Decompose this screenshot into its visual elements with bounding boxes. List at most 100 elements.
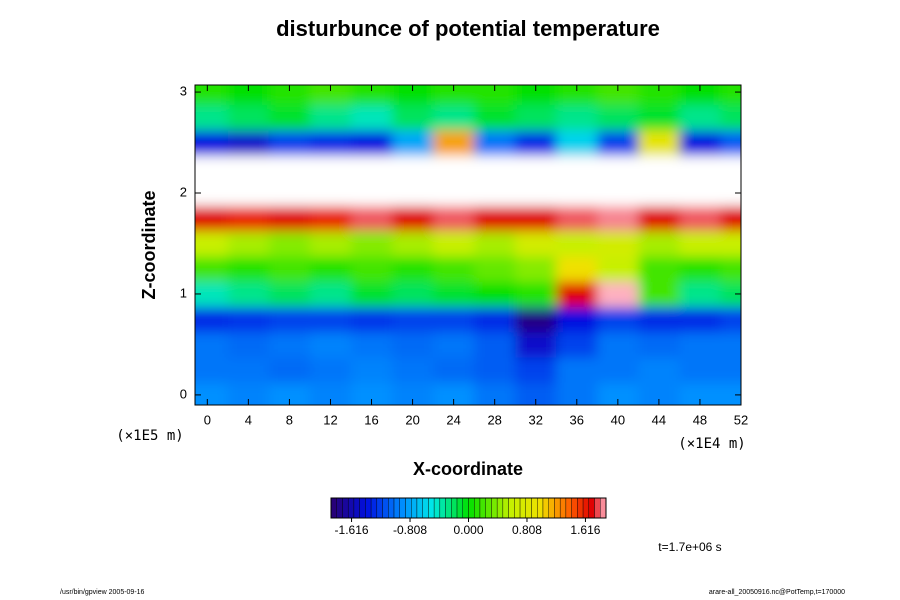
heatmap-cell	[309, 205, 352, 232]
heatmap-cell	[227, 331, 270, 358]
heatmap-cell	[474, 104, 516, 131]
heatmap-cell	[392, 331, 434, 358]
heatmap-cell	[597, 85, 639, 106]
colorbar-segment	[370, 497, 378, 519]
heatmap-cell	[309, 85, 352, 106]
heatmap-cell	[474, 306, 516, 333]
colorbar-segment	[365, 497, 372, 519]
colorbar-segment	[336, 497, 343, 519]
heatmap-cell	[638, 256, 680, 282]
colorbar-segment	[451, 497, 458, 519]
heatmap-cell	[474, 129, 516, 156]
heatmap-cell	[556, 256, 598, 282]
colorbar-segment	[531, 497, 538, 519]
colorbar-segment	[514, 497, 521, 519]
heatmap-cell	[392, 205, 434, 232]
heatmap-cell	[638, 331, 680, 358]
heatmap-cell	[679, 180, 721, 207]
heatmap-cell	[556, 281, 598, 308]
colorbar-segment	[382, 497, 389, 519]
colorbar-segment	[330, 497, 337, 519]
colorbar-segment	[359, 497, 366, 519]
colorbar-segment	[462, 497, 469, 519]
heatmap-cell	[515, 281, 557, 308]
colorbar-segment	[474, 497, 481, 519]
heatmap-cell	[268, 256, 311, 282]
heatmap-cell	[195, 155, 229, 181]
heatmap-cell	[597, 281, 639, 308]
heatmap-cell	[556, 331, 598, 358]
heatmap-cell	[433, 331, 475, 358]
heatmap-cell	[597, 357, 639, 383]
heatmap-cell	[195, 357, 229, 383]
heatmap-cell	[720, 205, 741, 232]
colorbar-segment	[456, 497, 463, 519]
x-tick-label: 8	[286, 412, 293, 427]
x-tick-label: 48	[693, 412, 707, 427]
heatmap-cell	[195, 129, 229, 156]
heatmap-cell	[433, 129, 475, 156]
x-axis-label: X-coordinate	[413, 459, 523, 479]
heatmap-cell	[474, 230, 516, 257]
heatmap-cell	[309, 382, 352, 405]
heatmap-cell	[227, 357, 270, 383]
heatmap-cell	[515, 382, 557, 405]
colorbar-segment	[445, 497, 452, 519]
heatmap-cell	[227, 230, 270, 257]
heatmap-cell	[268, 357, 311, 383]
heatmap-cell	[556, 85, 598, 106]
heatmap-cell	[392, 306, 434, 333]
colorbar-segment	[388, 497, 395, 519]
heatmap-cell	[268, 205, 311, 232]
colorbar-segment	[399, 497, 406, 519]
y-tick-label: 2	[180, 184, 187, 199]
x-tick-label: 36	[570, 412, 584, 427]
heatmap-cell	[392, 256, 434, 282]
heatmap-cell	[351, 155, 393, 181]
heatmap-cell	[720, 256, 741, 282]
heatmap-cell	[227, 256, 270, 282]
heatmap-cell	[392, 104, 434, 131]
heatmap-cell	[474, 155, 516, 181]
heatmap-cell	[268, 281, 311, 308]
colorbar-tick-label: 0.808	[512, 523, 542, 537]
heatmap-cell	[597, 205, 639, 232]
heatmap-cell	[597, 104, 639, 131]
heatmap-cell	[597, 230, 639, 257]
colorbar-segment	[342, 497, 349, 519]
colorbar-segment	[468, 497, 475, 519]
heatmap-cell	[556, 382, 598, 405]
heatmap-cell	[556, 104, 598, 131]
heatmap-cell	[679, 382, 721, 405]
y-axis-label: Z-coordinate	[139, 190, 159, 299]
heatmap-cell	[351, 306, 393, 333]
heatmap-cell	[309, 281, 352, 308]
colorbar-segment	[559, 497, 567, 519]
heatmap-cell	[515, 205, 557, 232]
heatmap-cell	[433, 85, 475, 106]
colorbar-tick-label: 0.000	[453, 523, 483, 537]
colorbar-segment	[502, 497, 509, 519]
heatmap-cell	[515, 180, 557, 207]
colorbar-segment	[496, 497, 504, 519]
heatmap-cell	[309, 306, 352, 333]
heatmap-cell	[268, 331, 311, 358]
x-tick-label: 44	[652, 412, 666, 427]
heatmap-cell	[433, 180, 475, 207]
heatmap-cell	[679, 256, 721, 282]
heatmap-cell	[195, 230, 229, 257]
heatmap-cell	[679, 85, 721, 106]
colorbar-segment	[571, 497, 578, 519]
heatmap-cell	[638, 357, 680, 383]
heatmap-cell	[268, 230, 311, 257]
heatmap-cell	[597, 155, 639, 181]
colorbar-segment	[537, 497, 544, 519]
heatmap-cell	[351, 205, 393, 232]
heatmap-cell	[433, 155, 475, 181]
x-tick-label: 4	[245, 412, 252, 427]
colorbar-segment	[594, 497, 601, 519]
heatmap-cell	[597, 129, 639, 156]
heatmap-cell	[268, 306, 311, 333]
y-tick-label: 3	[180, 84, 187, 99]
